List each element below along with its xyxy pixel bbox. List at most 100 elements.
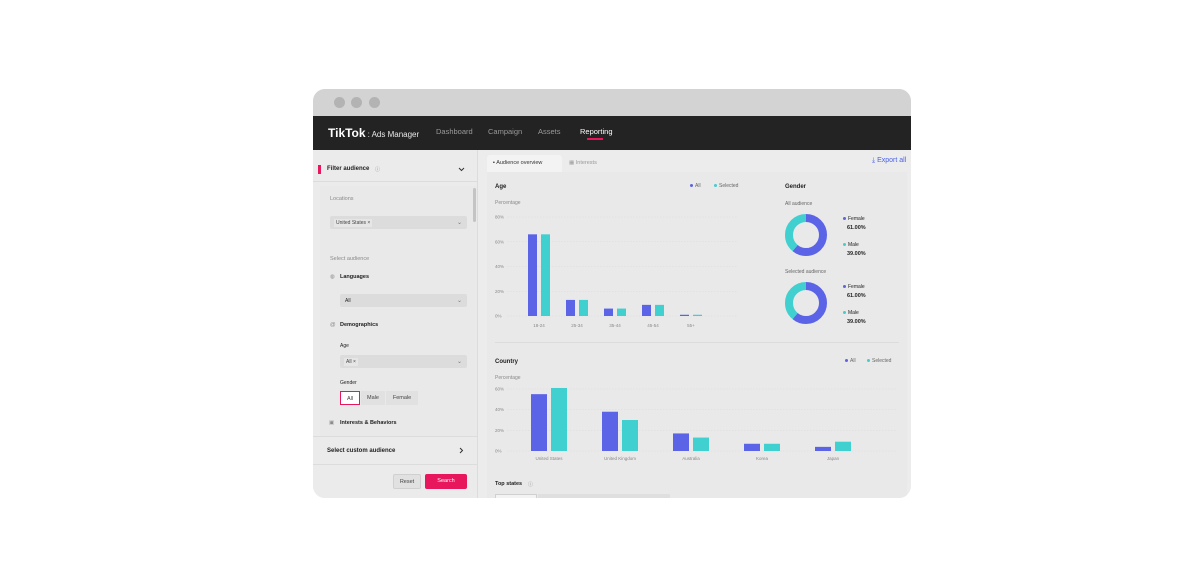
legend-male: Male <box>843 242 859 248</box>
section-divider <box>495 342 899 343</box>
info-icon: ⓘ <box>528 482 534 488</box>
x-tick-label: United States <box>535 456 563 461</box>
x-tick-label: United Kingdom <box>604 456 636 461</box>
legend-female: Female <box>843 216 865 222</box>
tab-audience-overview[interactable]: ▪ Audience overview <box>487 155 562 172</box>
bar-selected[interactable] <box>551 387 567 451</box>
languages-value: All <box>345 298 351 304</box>
age-chip[interactable]: All × <box>344 358 358 366</box>
nav-active-indicator <box>587 138 603 140</box>
y-tick-label: 60% <box>495 387 504 392</box>
custom-audience-label[interactable]: Select custom audience <box>327 448 396 454</box>
age-legend-selected: Selected <box>714 183 738 189</box>
audience-overview-panel: Age All Selected Percentage 0% 20% 40% 60% 8… <box>487 172 907 498</box>
age-bar-chart: 0% 20% 40% 60% 80% 18-24 25-34 35-44 45-54 55+ <box>495 215 737 328</box>
main-content: ▪ Audience overview ▦ Interests ⤓ Export… <box>479 150 911 498</box>
export-all-button[interactable]: ⤓ Export all <box>872 157 907 164</box>
locations-select[interactable]: United States × ⌄ <box>330 216 467 229</box>
bar-selected[interactable] <box>764 443 780 451</box>
bar-selected[interactable] <box>617 308 626 316</box>
demographics-icon: @ <box>330 322 336 328</box>
bar-all[interactable] <box>680 314 689 316</box>
languages-select[interactable]: All ⌄ <box>340 294 467 307</box>
window-maximize-dot[interactable] <box>369 97 380 108</box>
chevron-right-icon[interactable] <box>459 447 464 454</box>
male-percentage: 39.00% <box>847 251 866 257</box>
bar-selected[interactable] <box>693 314 702 316</box>
nav-dashboard[interactable]: Dashboard <box>436 127 473 136</box>
x-tick-label: Australia <box>682 456 700 461</box>
bar-all[interactable] <box>642 304 651 316</box>
gender-option-male[interactable]: Male <box>361 391 385 405</box>
locations-label: Locations <box>330 196 354 202</box>
country-chart-title: Country <box>495 359 518 365</box>
gender-option-all[interactable]: All <box>340 391 360 405</box>
window-close-dot[interactable] <box>334 97 345 108</box>
bar-all[interactable] <box>531 394 547 451</box>
bar-selected[interactable] <box>835 441 851 451</box>
y-tick-label: 20% <box>495 289 504 294</box>
bar-selected[interactable] <box>655 304 664 316</box>
languages-label: Languages <box>340 274 370 280</box>
chevron-down-icon: ⌄ <box>456 298 462 304</box>
top-states-title: Top states <box>495 481 523 487</box>
tab-interests[interactable]: ▦ Interests <box>569 160 597 166</box>
gender-donut-all <box>785 214 827 256</box>
chevron-down-icon[interactable] <box>458 167 465 172</box>
divider <box>313 436 478 437</box>
grid-icon: ▦ <box>569 160 575 166</box>
top-states-tab[interactable] <box>495 494 537 498</box>
age-select[interactable]: All × ⌄ <box>340 355 467 368</box>
bar-selected[interactable] <box>693 437 709 451</box>
bar-all[interactable] <box>602 411 618 451</box>
x-tick-label: 55+ <box>687 323 695 328</box>
age-legend-all: All <box>690 183 701 189</box>
location-chip[interactable]: United States × <box>334 219 373 227</box>
reset-button[interactable]: Reset <box>393 474 421 489</box>
select-audience-label: Select audience <box>330 256 370 262</box>
tiktok-logo[interactable]: TikTok: Ads Manager <box>328 126 420 140</box>
languages-icon: ◍ <box>330 274 335 280</box>
country-bar-chart: 0% 20% 40% 60% United States United Kingdom Au… <box>495 387 897 461</box>
folder-icon: ▪ <box>493 160 495 166</box>
legend-male: Male <box>843 310 859 316</box>
female-percentage: 61.00% <box>847 225 866 231</box>
interests-behaviors-label[interactable]: Interests & Behaviors <box>340 420 397 426</box>
nav-assets[interactable]: Assets <box>538 127 561 136</box>
filter-audience-header[interactable]: Filter audience ⓘ <box>313 158 478 182</box>
selected-audience-label: Selected audience <box>785 269 827 275</box>
chevron-down-icon: ⌄ <box>456 359 462 365</box>
country-legend-selected: Selected <box>867 358 891 364</box>
window-minimize-dot[interactable] <box>351 97 362 108</box>
donut-slice-male[interactable] <box>785 214 827 256</box>
bar-all[interactable] <box>528 234 537 316</box>
x-tick-label: 25-34 <box>571 323 583 328</box>
bar-selected[interactable] <box>622 420 638 451</box>
x-tick-label: 45-54 <box>647 323 659 328</box>
y-tick-label: 40% <box>495 407 504 412</box>
bar-all[interactable] <box>566 299 575 316</box>
sidebar-scrollbar[interactable] <box>473 188 476 222</box>
x-tick-label: Japan <box>827 456 840 461</box>
gender-option-female[interactable]: Female <box>386 391 418 405</box>
info-icon: ⓘ <box>375 167 381 173</box>
filter-sidebar: Filter audience ⓘ Locations United State… <box>313 150 478 498</box>
interests-icon: ▣ <box>329 420 335 426</box>
search-button[interactable]: Search <box>425 474 467 489</box>
age-chart-title: Age <box>495 184 507 190</box>
y-tick-label: 60% <box>495 239 504 244</box>
nav-reporting[interactable]: Reporting <box>580 127 613 136</box>
bar-all[interactable] <box>744 443 760 451</box>
nav-campaign[interactable]: Campaign <box>488 127 523 136</box>
bar-selected[interactable] <box>579 299 588 316</box>
demographics-label: Demographics <box>340 322 379 328</box>
age-y-axis-label: Percentage <box>495 200 521 206</box>
bar-selected[interactable] <box>541 234 550 316</box>
divider <box>313 464 478 465</box>
top-navigation: TikTok: Ads Manager Dashboard Campaign A… <box>313 116 911 150</box>
bar-all[interactable] <box>815 446 831 451</box>
donut-slice-male[interactable] <box>785 282 827 324</box>
bar-all[interactable] <box>673 433 689 451</box>
bar-all[interactable] <box>604 308 613 316</box>
y-tick-label: 0% <box>495 449 502 454</box>
